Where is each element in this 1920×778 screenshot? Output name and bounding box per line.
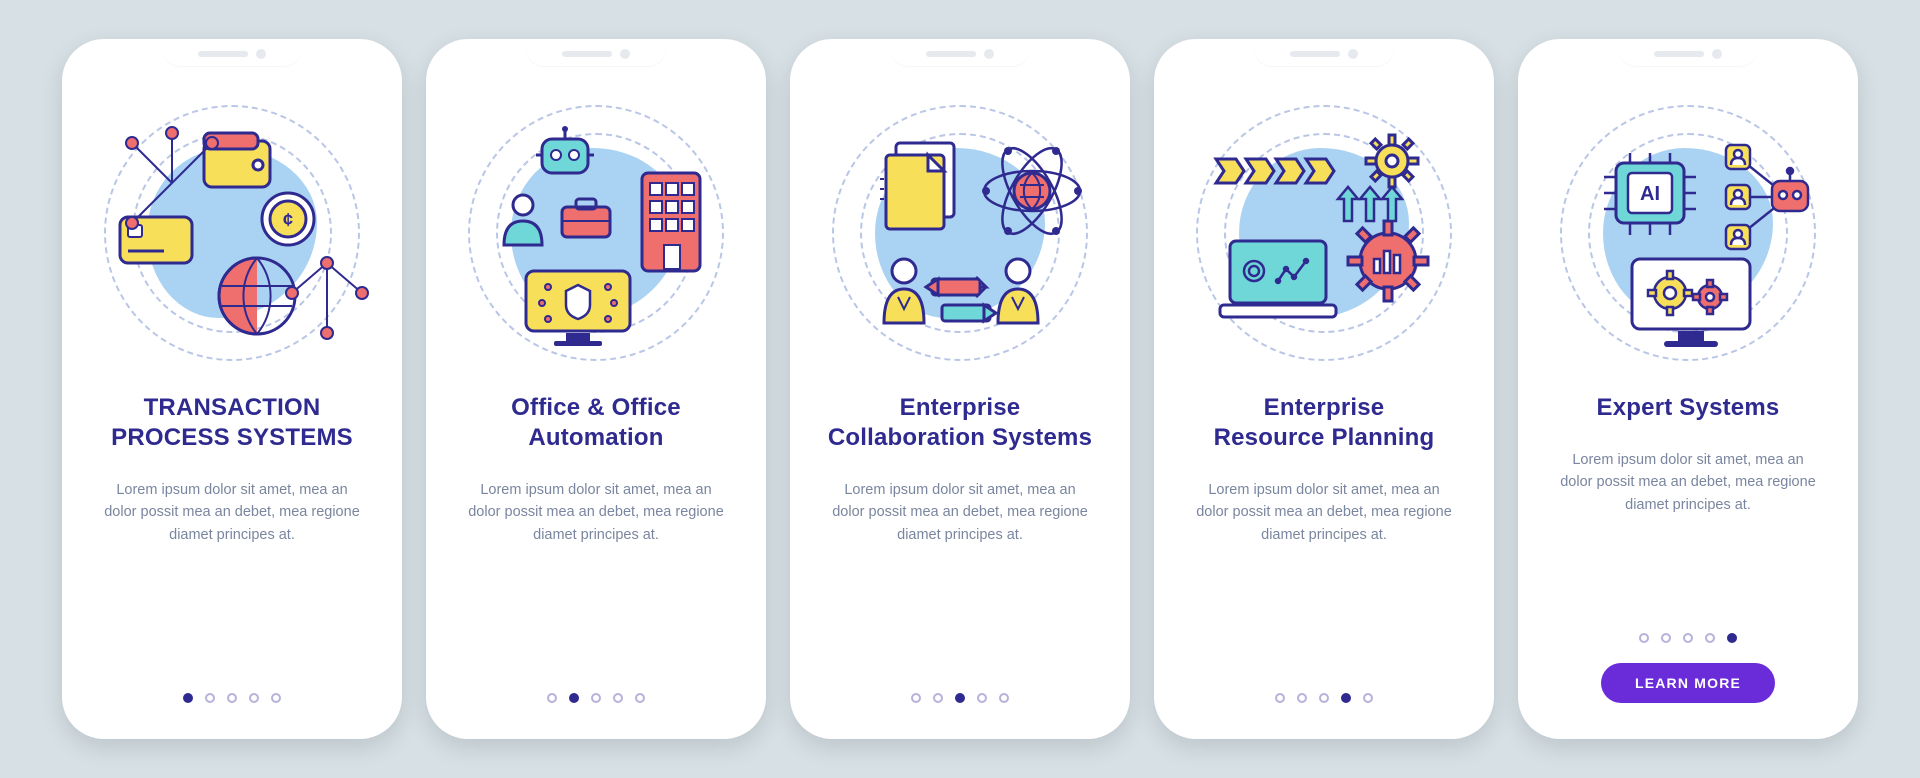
network-nodes-icon	[112, 123, 232, 243]
coin-icon: ¢	[258, 189, 318, 249]
onboarding-screen-5: AI	[1518, 39, 1858, 739]
svg-text:AI: AI	[1640, 183, 1660, 205]
security-monitor-icon	[518, 263, 638, 349]
building-icon	[636, 165, 708, 277]
phone-notch	[562, 49, 630, 59]
onboarding-screen-4: Enterprise Resource Planning Lorem ipsum…	[1154, 39, 1494, 739]
illustration-expert: AI	[1558, 103, 1818, 363]
screen-description: Lorem ipsum dolor sit amet, mea an dolor…	[830, 479, 1090, 546]
illustration-erp	[1194, 103, 1454, 363]
illustration-office	[466, 103, 726, 363]
laptop-analytics-icon	[1216, 233, 1340, 329]
page-indicator[interactable]	[911, 693, 1009, 703]
page-indicator[interactable]	[1639, 633, 1737, 643]
learn-more-button[interactable]: LEARN MORE	[1601, 663, 1775, 703]
people-exchange-icon	[876, 253, 1046, 349]
atom-globe-icon	[980, 139, 1084, 243]
screen-title: Enterprise Resource Planning	[1214, 393, 1435, 453]
user-network-icon	[1718, 137, 1814, 267]
screen-description: Lorem ipsum dolor sit amet, mea an dolor…	[1558, 449, 1818, 516]
gear-icon	[1362, 131, 1422, 191]
gear-large-icon	[1340, 213, 1436, 309]
up-arrows-icon	[1334, 185, 1404, 225]
onboarding-screen-2: Office & Office Automation Lorem ipsum d…	[426, 39, 766, 739]
phone-notch	[198, 49, 266, 59]
screen-title: Enterprise Collaboration Systems	[828, 393, 1092, 453]
document-icon	[880, 139, 962, 235]
briefcase-icon	[558, 195, 616, 241]
illustration-collaboration	[830, 103, 1090, 363]
screen-description: Lorem ipsum dolor sit amet, mea an dolor…	[466, 479, 726, 546]
svg-text:¢: ¢	[283, 210, 293, 230]
screen-title: Expert Systems	[1597, 393, 1780, 423]
screen-title: TRANSACTION PROCESS SYSTEMS	[111, 393, 353, 453]
page-indicator[interactable]	[547, 693, 645, 703]
page-indicator[interactable]	[183, 693, 281, 703]
robot-icon	[528, 125, 602, 187]
screen-description: Lorem ipsum dolor sit amet, mea an dolor…	[1194, 479, 1454, 546]
onboarding-screen-1: ¢	[62, 39, 402, 739]
phone-notch	[926, 49, 994, 59]
screen-title: Office & Office Automation	[511, 393, 681, 453]
page-indicator[interactable]	[1275, 693, 1373, 703]
phone-notch	[1290, 49, 1358, 59]
ai-chip-icon: AI	[1594, 145, 1706, 245]
onboarding-screen-3: Enterprise Collaboration Systems Lorem i…	[790, 39, 1130, 739]
illustration-transaction: ¢	[102, 103, 362, 363]
screen-description: Lorem ipsum dolor sit amet, mea an dolor…	[102, 479, 362, 546]
phone-notch	[1654, 49, 1722, 59]
monitor-gears-icon	[1622, 253, 1762, 353]
person-icon	[498, 191, 548, 249]
network-nodes-icon	[282, 243, 372, 343]
